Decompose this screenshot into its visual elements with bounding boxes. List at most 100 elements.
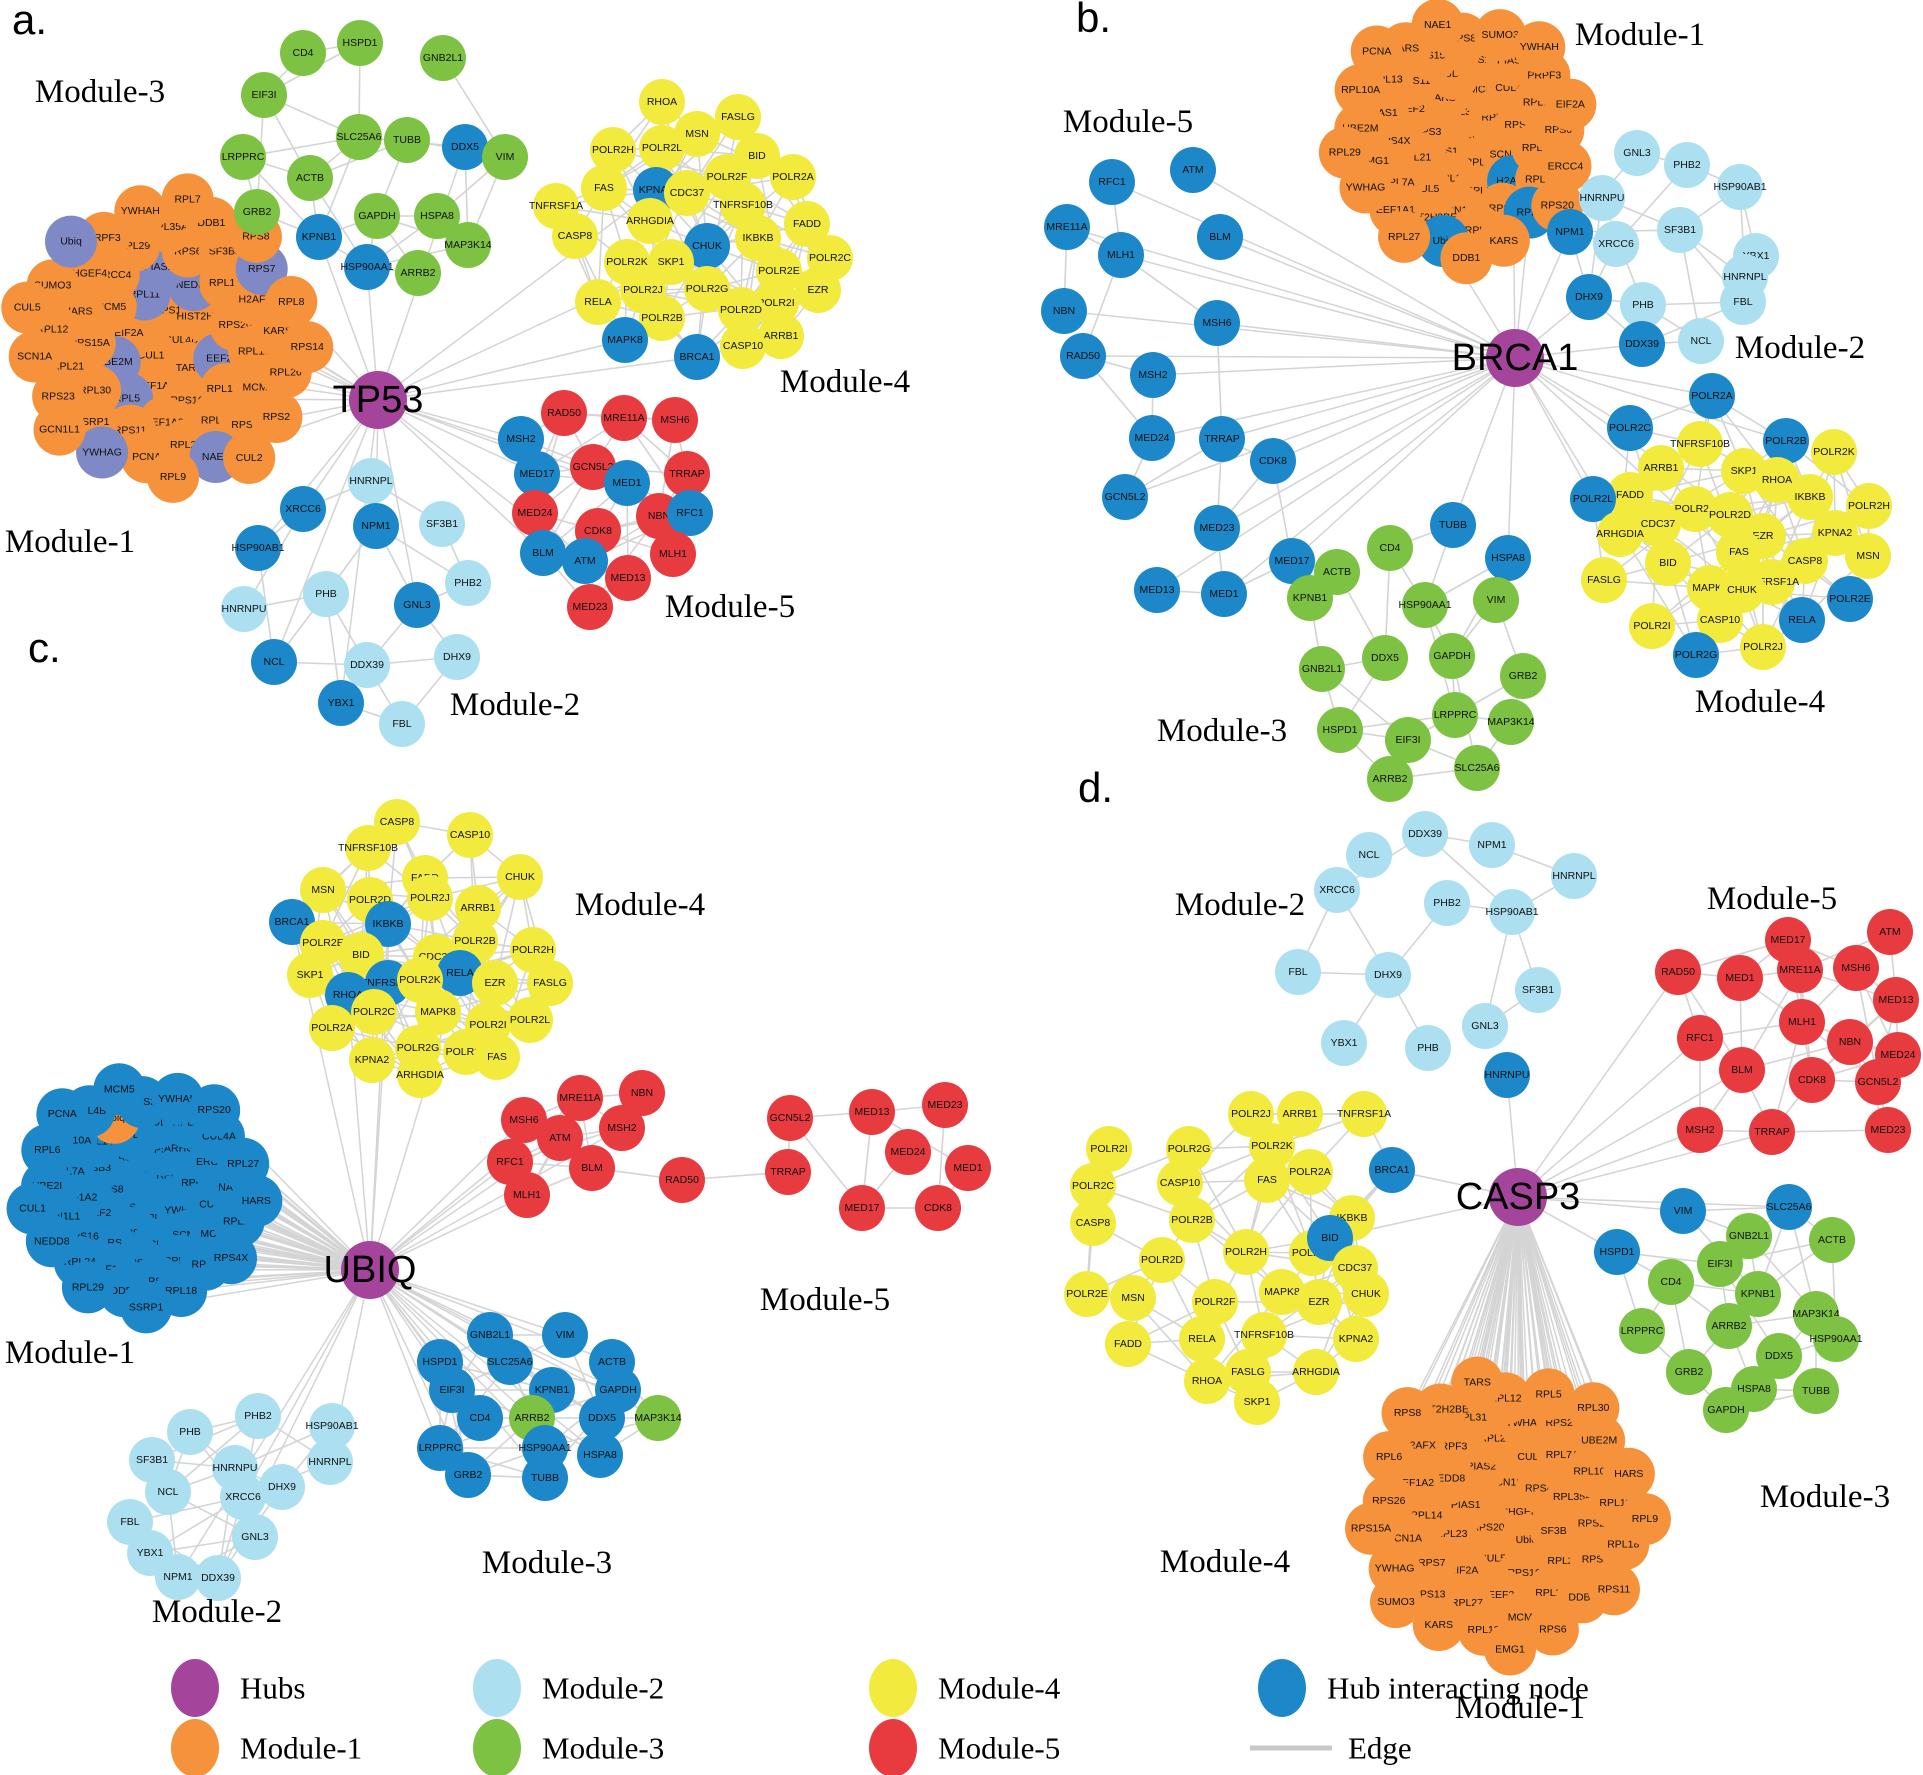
hub-edge xyxy=(340,399,379,704)
node-label: BLM xyxy=(1209,231,1231,243)
node-label: MAP3K14 xyxy=(634,1412,681,1424)
network-node xyxy=(1343,1271,1389,1317)
node-label: GNL3 xyxy=(1623,147,1651,159)
legend-item: Hubs xyxy=(171,1659,305,1717)
node-label: RPL27 xyxy=(227,1158,259,1170)
node-label: POLR2J xyxy=(623,284,663,296)
network-node xyxy=(44,215,97,268)
network-node xyxy=(309,1403,355,1449)
module-label: Module-1 xyxy=(5,1335,135,1371)
network-node xyxy=(1489,889,1535,935)
legend-item: Module-1 xyxy=(171,1719,362,1775)
network-node xyxy=(309,1005,355,1051)
node-label: SCN1A xyxy=(17,351,52,363)
network-node xyxy=(1793,1368,1839,1414)
legend-label: Module-4 xyxy=(938,1671,1061,1706)
network-node xyxy=(537,1115,583,1161)
network-node xyxy=(296,214,342,260)
node-label: DDX5 xyxy=(1765,1350,1793,1362)
node-label: ARHGDIA xyxy=(1292,1366,1340,1378)
network-node xyxy=(1865,1107,1911,1153)
node-label: PHB xyxy=(315,588,337,600)
network-node xyxy=(437,950,483,996)
node-label: DDX5 xyxy=(588,1412,616,1424)
node-label: RELA xyxy=(1188,1333,1215,1345)
network-node xyxy=(1197,214,1243,260)
node-label: EIF3I xyxy=(439,1384,464,1396)
network-node xyxy=(1635,501,1681,547)
node-label: MED1 xyxy=(1725,972,1754,984)
node-label: MED23 xyxy=(927,1099,962,1111)
network-node xyxy=(434,634,480,680)
node-label: RFC1 xyxy=(1686,1032,1714,1044)
node-label: MSH2 xyxy=(506,433,535,445)
node-label: RPL29 xyxy=(72,1281,104,1293)
network-node xyxy=(1607,405,1653,451)
network-node xyxy=(1526,1603,1579,1656)
network-node xyxy=(1719,1047,1765,1093)
node-label: MRE11A xyxy=(1779,964,1820,976)
network-node xyxy=(1241,1312,1287,1358)
network-node xyxy=(520,530,566,576)
node-label: CASP10 xyxy=(723,340,763,352)
node-label: SKP1 xyxy=(1244,1396,1271,1408)
network-node xyxy=(1454,745,1500,791)
network-node xyxy=(1570,476,1616,522)
network-node xyxy=(1664,142,1710,188)
network-node xyxy=(474,1034,520,1080)
hub-label: CASP3 xyxy=(1456,1176,1581,1218)
network-node xyxy=(259,1464,305,1510)
hub-node xyxy=(1489,1168,1547,1226)
node-label: HSPD1 xyxy=(342,37,377,49)
nodes-layer: RPL23RPS13RPL35ARPL12RPS3RPL6RPL18HARSSC… xyxy=(1041,0,1892,802)
node-label: KARS xyxy=(1490,235,1519,247)
network-node xyxy=(1500,653,1546,699)
network-node xyxy=(1346,832,1392,878)
network-node xyxy=(1244,1157,1290,1203)
node-label: MED23 xyxy=(1870,1124,1905,1136)
legend-item: Module-3 xyxy=(473,1719,664,1775)
network-node xyxy=(161,173,214,226)
network-node xyxy=(562,538,608,584)
network-node xyxy=(445,222,491,268)
node-label: RPL9 xyxy=(160,471,186,483)
node-label: CDC37 xyxy=(670,187,705,199)
node-label: POLR2C xyxy=(1609,422,1651,434)
network-node xyxy=(1697,1241,1743,1287)
network-node xyxy=(619,1070,665,1116)
node-label: POLR2H xyxy=(1848,500,1890,512)
network-node xyxy=(1720,279,1766,325)
node-label: RPL5 xyxy=(1535,1388,1561,1400)
network-node xyxy=(1677,421,1723,467)
network-node xyxy=(1620,282,1666,328)
hub-edge xyxy=(1272,357,1516,462)
legend-label: Module-2 xyxy=(542,1671,664,1706)
node-label: GRB2 xyxy=(1509,670,1538,682)
node-label: FASLG xyxy=(1587,574,1621,586)
node-label: CD4 xyxy=(1660,1276,1681,1288)
network-node xyxy=(770,154,816,200)
node-label: ARRB2 xyxy=(1711,1320,1746,1332)
network-node xyxy=(250,391,303,444)
node-label: CDK8 xyxy=(924,1202,952,1214)
node-label: ACTB xyxy=(1818,1234,1846,1246)
network-node xyxy=(241,72,287,118)
node-label: MSH2 xyxy=(1685,1124,1714,1136)
network-node xyxy=(715,94,761,140)
node-label: DHX9 xyxy=(1575,291,1603,303)
network-node xyxy=(265,275,318,328)
network-node xyxy=(1567,1382,1620,1435)
node-label: TNFRSF10B xyxy=(1670,438,1730,450)
network-node xyxy=(1041,288,1087,334)
network-node xyxy=(784,201,830,247)
network-node xyxy=(1833,945,1879,991)
node-label: POLR2F xyxy=(707,171,748,183)
node-label: RFC1 xyxy=(676,507,704,519)
node-label: HSP90AA1 xyxy=(518,1442,571,1454)
node-label: POLR2J xyxy=(1743,641,1783,653)
node-label: RAD50 xyxy=(665,1174,699,1186)
node-label: RPS2 xyxy=(263,411,291,423)
hub-edge xyxy=(1517,1129,1701,1198)
network-node xyxy=(1629,603,1675,649)
